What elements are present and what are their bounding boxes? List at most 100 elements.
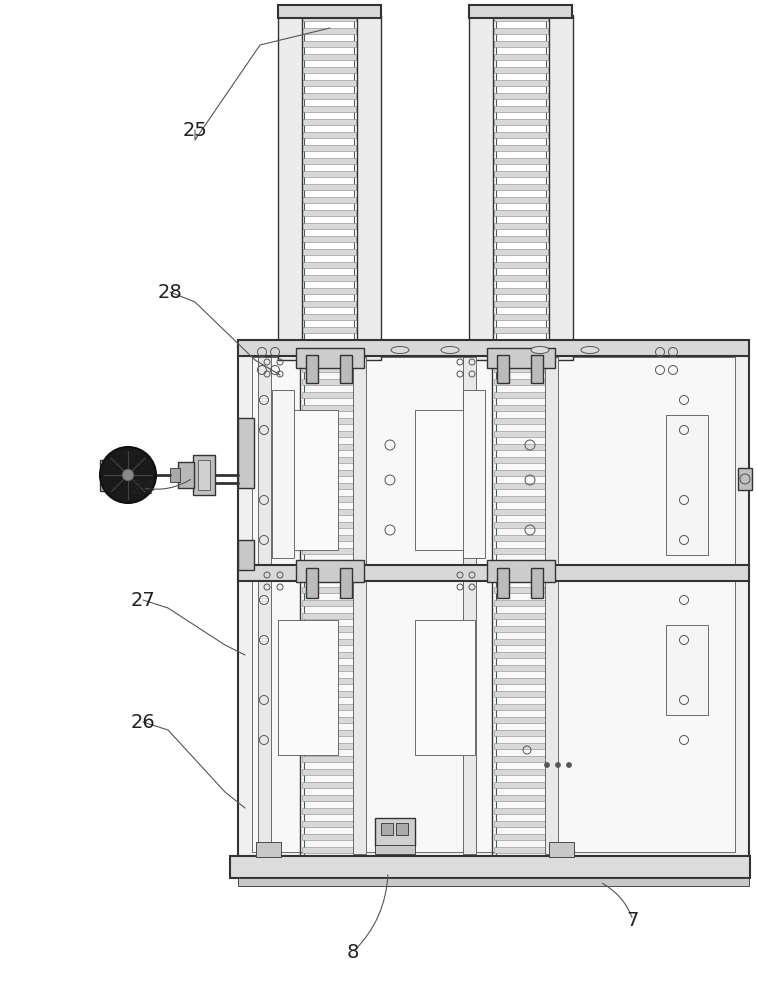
- Bar: [306, 355, 318, 383]
- Bar: [302, 613, 356, 619]
- Bar: [494, 600, 548, 606]
- Bar: [302, 730, 356, 736]
- Bar: [494, 93, 548, 99]
- Bar: [302, 236, 356, 242]
- Bar: [302, 15, 356, 21]
- Bar: [302, 340, 356, 346]
- Bar: [494, 561, 548, 567]
- Bar: [278, 620, 338, 755]
- Bar: [238, 340, 749, 356]
- Bar: [494, 678, 548, 684]
- Bar: [302, 795, 356, 801]
- Bar: [494, 548, 548, 554]
- Bar: [494, 522, 548, 528]
- Bar: [497, 355, 509, 383]
- Bar: [238, 565, 749, 581]
- Bar: [302, 665, 356, 671]
- Bar: [494, 782, 548, 788]
- Bar: [494, 405, 548, 411]
- Bar: [302, 353, 356, 359]
- Bar: [494, 15, 548, 21]
- Bar: [302, 327, 356, 333]
- Bar: [302, 249, 356, 255]
- Bar: [463, 357, 476, 854]
- Bar: [302, 561, 356, 567]
- Bar: [193, 455, 215, 495]
- Bar: [256, 842, 281, 857]
- Bar: [302, 574, 356, 580]
- Bar: [494, 535, 548, 541]
- Bar: [302, 405, 356, 411]
- Bar: [198, 460, 210, 490]
- Bar: [494, 470, 548, 476]
- Bar: [494, 67, 548, 73]
- Circle shape: [100, 447, 156, 503]
- Bar: [549, 842, 574, 857]
- Bar: [497, 568, 509, 598]
- Bar: [494, 301, 548, 307]
- Bar: [302, 262, 356, 268]
- Bar: [494, 80, 548, 86]
- Bar: [302, 743, 356, 749]
- Bar: [178, 462, 194, 488]
- Circle shape: [123, 469, 133, 481]
- Bar: [494, 288, 548, 294]
- Bar: [302, 132, 356, 138]
- Bar: [494, 691, 548, 697]
- Bar: [494, 54, 548, 60]
- Bar: [302, 106, 356, 112]
- Bar: [302, 652, 356, 658]
- Bar: [306, 568, 318, 598]
- Bar: [302, 314, 356, 320]
- Bar: [302, 769, 356, 775]
- Bar: [302, 509, 356, 515]
- Bar: [531, 355, 543, 383]
- Bar: [494, 704, 548, 710]
- Bar: [302, 691, 356, 697]
- Bar: [302, 496, 356, 502]
- Bar: [494, 197, 548, 203]
- Bar: [302, 444, 356, 450]
- Bar: [302, 288, 356, 294]
- Bar: [494, 353, 548, 359]
- Bar: [302, 821, 356, 827]
- Ellipse shape: [441, 347, 459, 354]
- Bar: [487, 348, 555, 368]
- Bar: [238, 343, 749, 858]
- Bar: [494, 236, 548, 242]
- Bar: [238, 418, 254, 488]
- Text: 26: 26: [131, 712, 155, 732]
- Bar: [494, 834, 548, 840]
- Bar: [302, 223, 356, 229]
- Bar: [302, 626, 356, 632]
- Bar: [494, 249, 548, 255]
- Bar: [238, 540, 254, 570]
- Bar: [494, 457, 548, 463]
- Text: 27: 27: [131, 590, 155, 609]
- Bar: [302, 80, 356, 86]
- Bar: [494, 808, 548, 814]
- Bar: [230, 856, 750, 878]
- Bar: [170, 468, 180, 482]
- Bar: [375, 818, 415, 846]
- Ellipse shape: [531, 347, 549, 354]
- Bar: [494, 327, 548, 333]
- Bar: [494, 756, 548, 762]
- Bar: [494, 223, 548, 229]
- Bar: [302, 418, 356, 424]
- Bar: [302, 431, 356, 437]
- Bar: [375, 845, 415, 854]
- Bar: [494, 795, 548, 801]
- Bar: [340, 568, 352, 598]
- Bar: [278, 15, 302, 360]
- Bar: [415, 620, 475, 755]
- Bar: [494, 314, 548, 320]
- Bar: [494, 665, 548, 671]
- Bar: [494, 743, 548, 749]
- Bar: [494, 717, 548, 723]
- Bar: [463, 390, 485, 558]
- Bar: [415, 410, 475, 550]
- Circle shape: [544, 762, 550, 768]
- Bar: [302, 756, 356, 762]
- Bar: [666, 625, 708, 715]
